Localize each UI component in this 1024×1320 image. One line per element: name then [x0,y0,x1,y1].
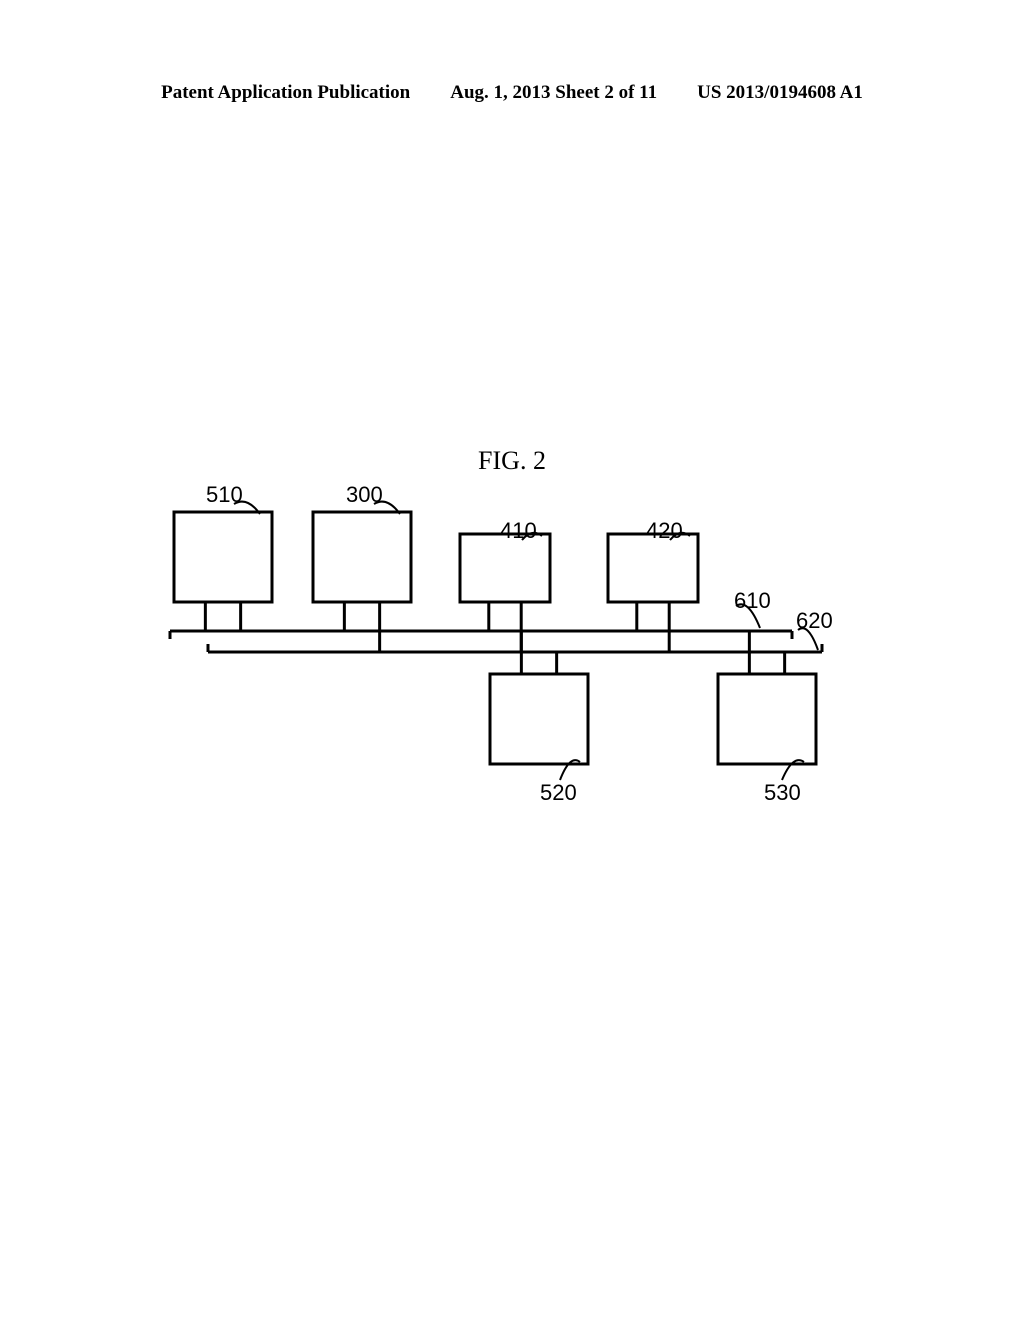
header-right: US 2013/0194608 A1 [697,82,863,104]
ref-label-520: 520 [540,780,577,806]
figure-title: FIG. 2 [0,446,1024,476]
ref-label-610: 610 [734,588,771,614]
header-left: Patent Application Publication [161,82,410,104]
page-header: Patent Application Publication Aug. 1, 2… [0,82,1024,104]
ref-label-620: 620 [796,608,833,634]
ref-label-410: 410 [500,518,537,544]
ref-label-530: 530 [764,780,801,806]
ref-label-420: 420 [646,518,683,544]
block-diagram: 510300410420610620520530 [160,490,840,830]
header-center: Aug. 1, 2013 Sheet 2 of 11 [450,82,657,104]
ref-label-300: 300 [346,482,383,508]
ref-label-510: 510 [206,482,243,508]
